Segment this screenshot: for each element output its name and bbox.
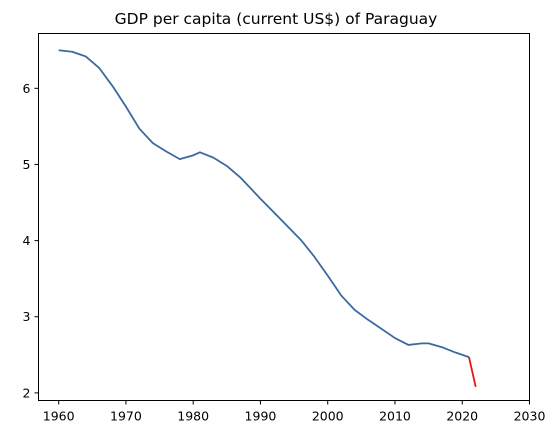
- plot-frame: [38, 33, 530, 401]
- y-tick-label: 3: [23, 309, 31, 324]
- y-tick-label: 5: [23, 157, 31, 172]
- y-tick-label: 6: [23, 81, 31, 96]
- series-line-1: [468, 356, 477, 387]
- series-line-0: [58, 49, 470, 358]
- y-axis: 2 3 4 5 6: [23, 81, 39, 400]
- y-tick-label: 2: [23, 385, 31, 400]
- x-tick-label: 2010: [379, 409, 411, 424]
- x-tick-label: 2030: [514, 409, 546, 424]
- x-tick-label: 1990: [245, 409, 277, 424]
- x-tick-label: 1980: [177, 409, 209, 424]
- series-layer: [58, 49, 477, 387]
- x-tick-label: 2020: [446, 409, 478, 424]
- y-tick-label: 4: [23, 233, 31, 248]
- x-axis: 1960 1970 1980 1990 2000 2010 2020 2030: [43, 400, 546, 424]
- chart-title: GDP per capita (current US$) of Paraguay: [115, 10, 438, 28]
- x-tick-label: 2000: [312, 409, 344, 424]
- x-tick-label: 1960: [43, 409, 75, 424]
- x-tick-label: 1970: [110, 409, 142, 424]
